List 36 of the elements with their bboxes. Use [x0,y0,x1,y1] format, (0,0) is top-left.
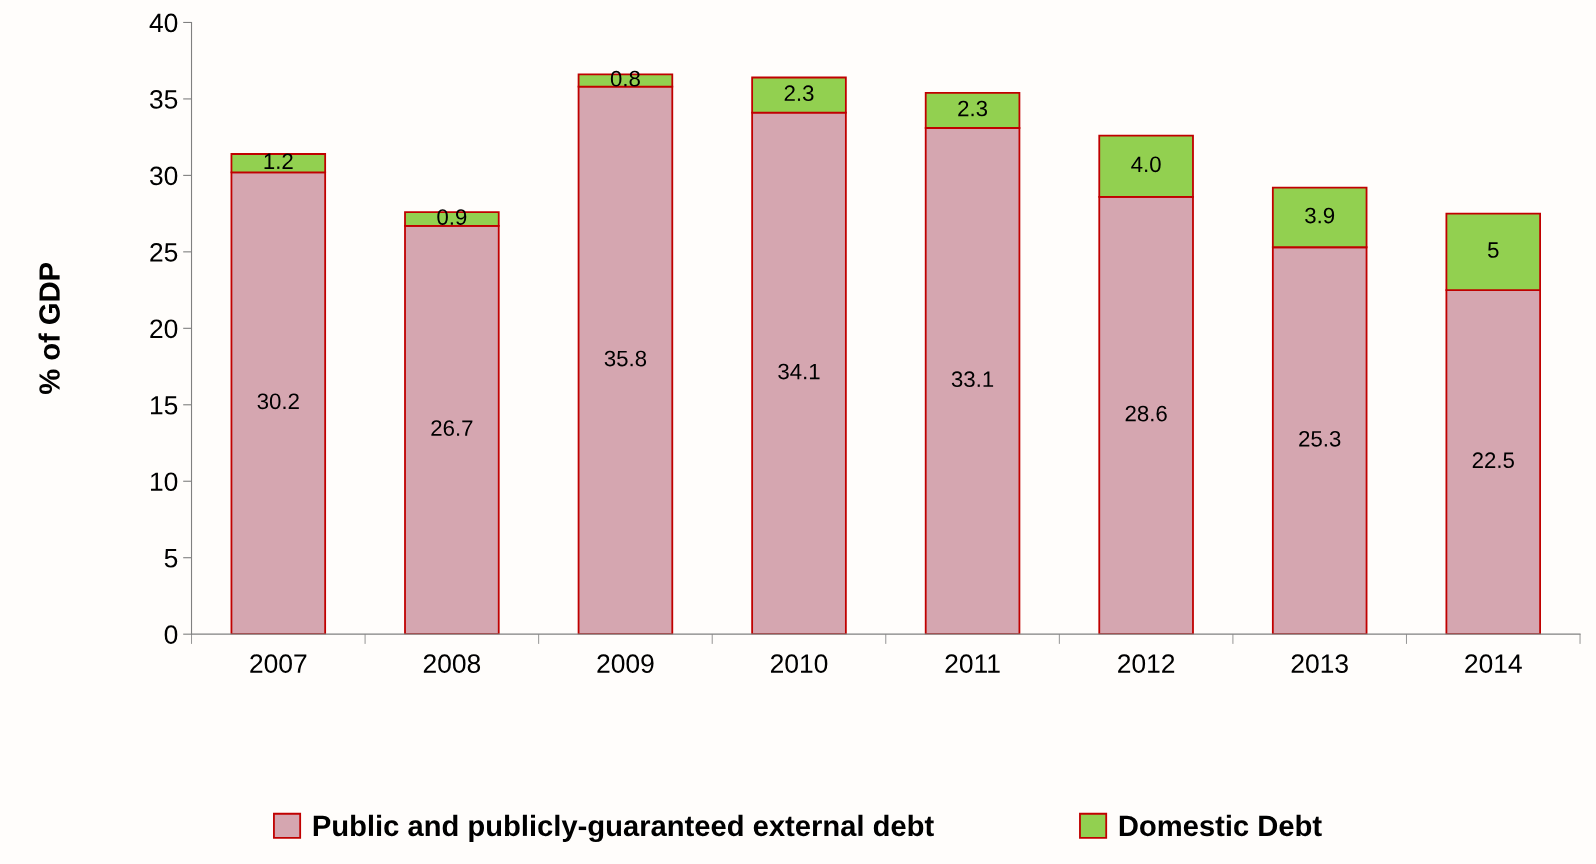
data-label: 22.5 [1472,452,1514,469]
data-label: 35.8 [604,350,647,367]
data-label: 28.6 [1125,405,1167,422]
legend-label: Public and publicly-guaranteed external debt [313,814,934,843]
x-tick-label: 2007 [250,654,307,673]
x-tick-label: 2013 [1291,654,1348,673]
data-label: 0.8 [610,70,640,87]
data-label: 3.9 [1305,207,1335,224]
y-tick-label: 10 [150,472,178,492]
data-label: 30.2 [257,393,299,410]
x-tick-label: 2014 [1465,654,1522,673]
data-label: 34.1 [778,363,820,380]
legend-label: Domestic Debt [1119,814,1322,837]
x-tick-label: 2009 [597,654,654,673]
y-tick-label: 20 [150,319,178,339]
data-label: 5 [1487,242,1499,258]
y-tick-label: 40 [149,13,178,33]
y-tick-label: 30 [149,166,178,186]
data-label: 2.3 [784,85,814,102]
data-label: 0.9 [437,209,467,225]
data-label: 1.2 [264,153,293,169]
data-label: 2.3 [958,100,988,117]
x-tick-label: 2011 [945,654,1000,673]
data-label: 26.7 [431,420,473,436]
y-tick-label: 35 [149,90,178,109]
x-tick-label: 2010 [770,654,828,673]
y-tick-label: 25 [150,242,178,262]
y-tick-label: 0 [164,625,178,644]
y-tick-label: 5 [164,549,178,568]
y-axis-title: % of GDP [38,262,60,395]
x-tick-label: 2008 [423,654,481,673]
data-label: 33.1 [951,371,994,388]
data-label: 25.3 [1299,430,1341,447]
y-tick-label: 15 [150,396,178,415]
x-tick-label: 2012 [1118,654,1175,673]
data-label: 4.0 [1131,156,1161,173]
